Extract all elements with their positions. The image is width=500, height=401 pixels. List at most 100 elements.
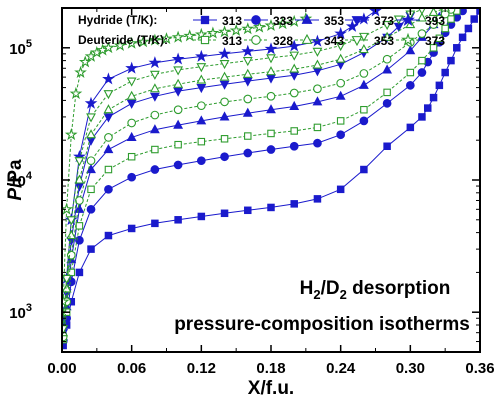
point-deuteride-373: [62, 202, 74, 215]
y-tick-label: 105: [9, 38, 32, 58]
x-tick-label: 0.00: [47, 360, 76, 377]
point-deuteride-328: [429, 20, 438, 29]
point-hydride-313: [406, 123, 415, 132]
point-deuteride-313: [290, 127, 298, 135]
legend-item-hydride-373: 373: [345, 14, 394, 28]
point-deuteride-313: [220, 135, 229, 143]
point-hydride-313: [418, 113, 426, 121]
point-deuteride-313: [313, 123, 322, 132]
x-tick-label: 0.06: [117, 360, 146, 377]
point-hydride-313: [336, 185, 345, 194]
point-deuteride-313: [383, 88, 391, 97]
point-hydride-393: [195, 49, 208, 62]
point-deuteride-353: [242, 57, 253, 67]
point-deuteride-353: [219, 60, 230, 70]
point-hydride-313: [127, 224, 136, 233]
point-deuteride-343: [335, 53, 346, 63]
point-hydride-313: [453, 44, 461, 52]
legend-marker: [401, 32, 415, 46]
point-deuteride-353: [66, 216, 77, 226]
series-hydride-313: [62, 8, 480, 350]
legend-series-label: 353: [374, 34, 394, 48]
point-deuteride-353: [62, 325, 69, 335]
point-hydride-313: [429, 93, 438, 102]
point-hydride-313: [441, 68, 449, 77]
point-deuteride-373: [171, 30, 185, 43]
point-hydride-333: [150, 165, 160, 174]
point-deuteride-328: [104, 133, 113, 142]
point-hydride-373: [149, 92, 160, 102]
point-deuteride-343: [266, 66, 276, 76]
point-deuteride-328: [196, 101, 206, 111]
plot-layer: [62, 8, 480, 350]
point-hydride-313: [458, 33, 467, 42]
point-hydride-313: [75, 268, 84, 277]
point-hydride-353: [173, 119, 184, 129]
point-deuteride-313: [174, 140, 182, 149]
point-hydride-353: [126, 131, 137, 141]
legend-marker: [351, 36, 363, 47]
point-deuteride-373: [74, 65, 87, 78]
x-axis-label: X/f.u.: [248, 378, 294, 399]
y-axis-label: P/Pa: [5, 159, 26, 201]
point-hydride-313: [174, 216, 182, 224]
point-hydride-333: [405, 80, 415, 90]
point-deuteride-353: [266, 54, 276, 64]
point-hydride-313: [360, 165, 368, 174]
point-deuteride-343: [173, 78, 184, 88]
point-deuteride-353: [382, 20, 393, 31]
point-hydride-333: [313, 138, 322, 148]
point-hydride-393: [218, 47, 231, 60]
point-hydride-333: [382, 99, 392, 108]
point-deuteride-343: [126, 90, 137, 100]
anno-sub2: 2: [340, 287, 347, 302]
point-deuteride-373: [125, 36, 138, 49]
point-hydride-353: [74, 203, 85, 213]
anno-mid: /D: [321, 278, 340, 299]
point-deuteride-343: [62, 283, 72, 293]
point-hydride-393: [241, 44, 255, 57]
point-deuteride-353: [62, 274, 72, 285]
point-hydride-373: [242, 77, 253, 87]
point-deuteride-373: [62, 294, 70, 308]
legend-series-label: 313: [222, 14, 242, 28]
point-hydride-353: [289, 100, 300, 111]
point-hydride-353: [312, 96, 323, 106]
point-hydride-353: [266, 104, 276, 114]
point-deuteride-343: [86, 129, 96, 139]
point-deuteride-328: [150, 110, 160, 120]
point-hydride-373: [126, 99, 137, 109]
point-deuteride-373: [136, 35, 150, 48]
series-deuteride-353: [62, 8, 426, 335]
point-deuteride-353: [126, 77, 137, 87]
legend-item-deuteride-343: 343: [295, 33, 344, 48]
annotation: H2/D2 desorption pressure-composition is…: [174, 278, 470, 335]
point-hydride-353: [358, 79, 369, 89]
point-hydride-313: [290, 200, 298, 208]
point-deuteride-373: [102, 41, 115, 54]
point-deuteride-328: [382, 54, 392, 64]
point-deuteride-328: [75, 196, 84, 205]
point-hydride-313: [267, 203, 275, 212]
legend-series-label: 328: [273, 34, 293, 48]
point-hydride-353: [382, 64, 393, 74]
point-hydride-333: [266, 145, 276, 154]
point-hydride-333: [359, 116, 369, 126]
point-hydride-353: [335, 90, 346, 100]
legend-series-label: 393: [425, 14, 445, 28]
legend-item-deuteride-373: 373: [396, 32, 445, 48]
legend-marker: [401, 12, 415, 26]
legend-item-hydride-353: 353: [295, 13, 344, 28]
point-hydride-333: [196, 156, 206, 166]
legend-items: 313 333 353 373 393 313 328 343 353 373: [193, 12, 445, 48]
point-hydride-333: [173, 160, 183, 170]
point-deuteride-343: [103, 104, 114, 114]
legend-item-deuteride-328: 328: [244, 34, 293, 48]
point-hydride-313: [470, 15, 478, 23]
point-deuteride-373: [241, 22, 255, 35]
legend-series-label: 313: [222, 34, 242, 48]
point-hydride-373: [103, 113, 114, 123]
point-deuteride-328: [86, 156, 96, 166]
point-deuteride-353: [196, 63, 207, 73]
